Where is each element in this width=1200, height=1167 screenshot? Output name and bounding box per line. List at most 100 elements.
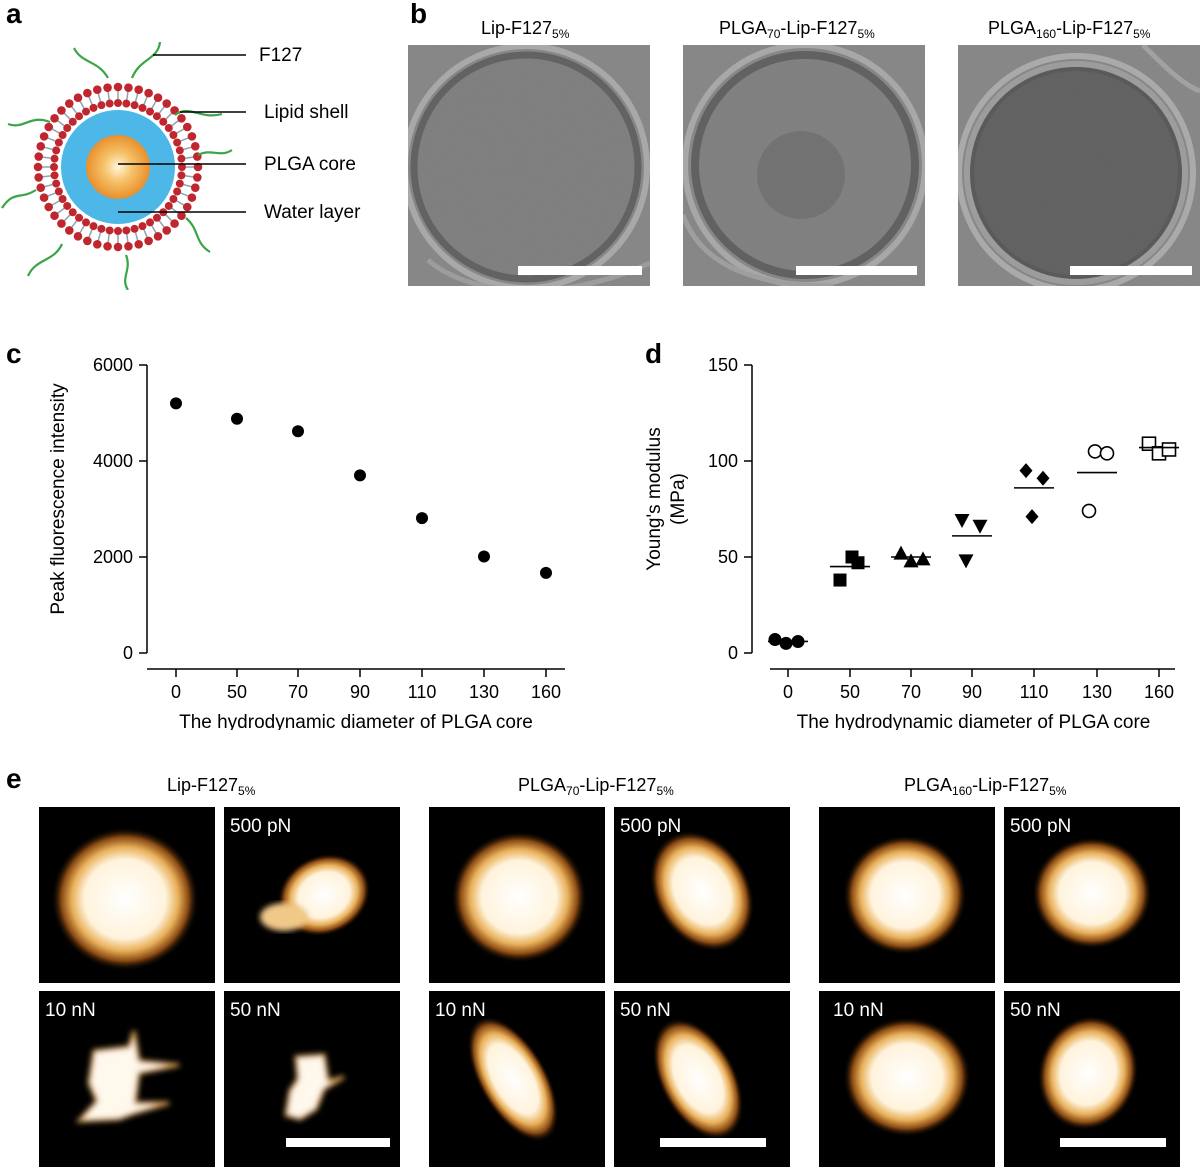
tem-title-1: Lip-F1275% xyxy=(481,18,570,41)
lipid-head xyxy=(36,141,46,151)
lipid-head xyxy=(114,227,122,235)
tem-title-3: PLGA160-Lip-F1275% xyxy=(988,18,1151,41)
lipid-head xyxy=(58,131,67,139)
lipid-head xyxy=(162,99,172,108)
lipid-head xyxy=(50,211,59,221)
x-tick-label: 70 xyxy=(901,682,921,702)
lipid-head xyxy=(122,99,131,108)
lipid-head xyxy=(92,85,102,95)
data-point xyxy=(972,519,988,534)
afm-title-2: PLGA70-Lip-F1275% xyxy=(518,775,674,798)
lipid-head xyxy=(105,99,114,108)
afm-plga160-50nn: 50 nN xyxy=(1004,991,1180,1167)
y-tick-label: 2000 xyxy=(93,547,133,567)
lipid-head xyxy=(34,173,43,182)
lipid-head xyxy=(124,83,133,92)
lipid-head xyxy=(146,218,154,227)
y-axis-label: Young's modulus xyxy=(644,427,665,570)
label-f127: F127 xyxy=(259,45,303,66)
data-point xyxy=(1087,444,1103,459)
panel-label-e: e xyxy=(6,763,22,794)
afm-lip-0 xyxy=(39,807,215,983)
data-point xyxy=(903,553,919,568)
force-label: 50 nN xyxy=(1010,1000,1061,1021)
f127-chains-illustration xyxy=(1,41,233,290)
x-axis-label: The hydrodynamic diameter of PLGA core xyxy=(179,712,533,730)
y-tick-label: 150 xyxy=(708,355,738,375)
lipid-head xyxy=(52,179,61,188)
data-point xyxy=(1099,446,1115,461)
x-tick-label: 70 xyxy=(288,682,308,702)
lipid-head xyxy=(169,195,178,203)
lipid-head xyxy=(54,187,63,196)
lipid-head xyxy=(97,224,106,233)
lipid-head xyxy=(190,141,200,151)
x-tick-label: 90 xyxy=(350,682,370,702)
scale-bar xyxy=(518,266,642,275)
lipid-head xyxy=(57,219,66,228)
x-tick-label: 50 xyxy=(227,682,247,702)
force-label: 500 pN xyxy=(230,816,292,837)
lipid-head xyxy=(187,132,197,141)
lipid-head xyxy=(68,117,77,126)
afm-plga70-10nn: 10 nN xyxy=(429,991,605,1167)
afm-title-3: PLGA160-Lip-F1275% xyxy=(904,775,1067,798)
force-label: 50 nN xyxy=(230,1000,281,1021)
data-point xyxy=(170,397,182,410)
x-tick-label: 130 xyxy=(469,682,499,702)
lipid-head xyxy=(34,152,43,161)
tem-image-lip xyxy=(408,45,650,286)
lipid-head xyxy=(58,195,67,203)
lipid-head xyxy=(57,106,66,115)
lipid-head xyxy=(83,236,92,246)
data-point xyxy=(1081,503,1097,519)
force-label: 500 pN xyxy=(1010,816,1072,837)
x-axis-label: The hydrodynamic diameter of PLGA core xyxy=(797,712,1151,730)
lipid-head xyxy=(153,231,163,241)
data-point xyxy=(478,550,490,563)
afm-plga70-50nn: 50 nN xyxy=(614,991,790,1167)
lipid-head xyxy=(64,99,74,108)
data-point xyxy=(1019,463,1033,479)
data-point xyxy=(231,412,243,425)
scale-bar xyxy=(660,1138,766,1147)
panel-label-b: b xyxy=(410,0,428,29)
afm-lip-500pn: 500 pN xyxy=(224,807,400,983)
y-tick-label: 50 xyxy=(718,547,738,567)
lipid-shell-illustration xyxy=(33,82,203,252)
lipid-head xyxy=(83,88,92,98)
lipid-head xyxy=(36,183,46,193)
lipid-head xyxy=(173,187,182,196)
lipid-head xyxy=(153,93,163,103)
chart-c-fluorescence: 0 2000 4000 6000 0 50 70 90 110 130 160 The hydrody… xyxy=(48,355,565,730)
lipid-head xyxy=(73,231,83,241)
lipid-head xyxy=(73,93,83,103)
lipid-head xyxy=(39,132,49,141)
panel-label-d: d xyxy=(645,338,663,369)
scale-bar xyxy=(286,1138,390,1147)
force-label: 50 nN xyxy=(620,1000,671,1021)
scale-bar xyxy=(1060,1138,1166,1147)
lipid-head xyxy=(50,171,59,180)
lipid-head xyxy=(63,124,72,133)
nanoparticle-schematic xyxy=(1,41,246,290)
lipid-head xyxy=(187,193,197,202)
force-label: 10 nN xyxy=(435,1000,486,1021)
data-point xyxy=(893,545,909,560)
lipid-head xyxy=(134,239,144,249)
x-tick-label: 0 xyxy=(171,682,181,702)
lipid-head xyxy=(193,162,203,172)
data-point xyxy=(1036,470,1050,486)
lipid-head xyxy=(114,99,122,107)
y-tick-label: 4000 xyxy=(93,451,133,471)
data-point xyxy=(779,636,793,650)
lipid-head xyxy=(33,162,43,172)
x-tick-label: 0 xyxy=(783,682,793,702)
lipid-head xyxy=(63,201,72,210)
lipid-head xyxy=(52,146,61,155)
x-tick-label: 50 xyxy=(840,682,860,702)
lipid-head xyxy=(138,103,147,112)
lipid-head xyxy=(164,201,173,210)
lipid-head xyxy=(44,202,54,212)
lipid-head xyxy=(144,236,153,246)
